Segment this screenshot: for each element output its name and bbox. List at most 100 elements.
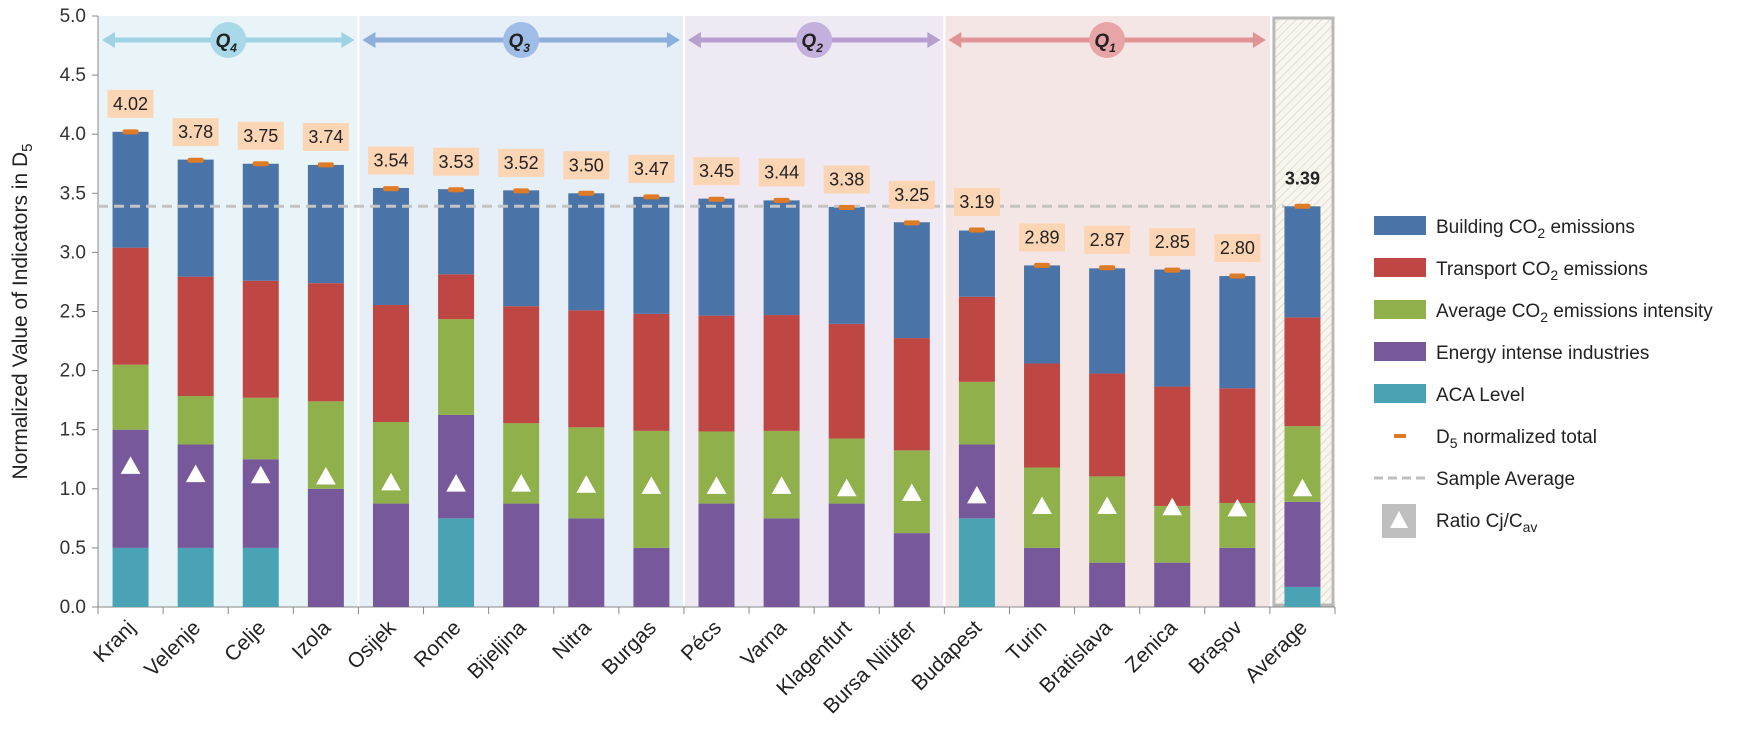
bar-segment — [307, 283, 344, 402]
x-axis: Kranj Velenje Celje Izola Osijek RomeBijeljin… — [89, 606, 1336, 718]
x-category-label: Bratislava — [1035, 616, 1117, 698]
y-tick-label: 2.5 — [60, 302, 86, 323]
quartile-label: Q3 — [508, 31, 530, 55]
total-marker — [1294, 203, 1311, 209]
bar-segment — [1284, 501, 1321, 587]
bar-segment — [633, 313, 670, 431]
x-category-label: Kranj — [89, 616, 140, 667]
bar-segment — [177, 396, 214, 445]
total-marker — [968, 227, 985, 233]
bar-segment — [503, 190, 540, 307]
legend-label: Transport CO2 emissions — [1436, 259, 1648, 283]
bar-segment — [242, 280, 279, 398]
bar-segment — [633, 547, 670, 607]
x-category-label: Pécs — [677, 616, 726, 665]
ratio-triangle-icon — [706, 476, 727, 494]
bar-segment — [633, 196, 670, 314]
bar-segment — [1089, 373, 1126, 477]
x-category-label: Velenje — [140, 616, 205, 681]
legend-triangle-icon — [1390, 511, 1408, 528]
ratio-triangle-icon — [446, 474, 466, 492]
total-marker — [1164, 267, 1181, 273]
legend-swatch — [1374, 342, 1426, 361]
bar-segment — [958, 230, 995, 297]
arrow-left-icon — [948, 32, 962, 48]
ratio-triangle-icon — [576, 475, 597, 493]
x-category-label: Nitra — [548, 616, 596, 664]
quartile-arrows: Q4 Q3 Q2 Q1 — [102, 22, 1266, 58]
bar-segment — [1024, 547, 1061, 607]
total-marker — [1229, 273, 1246, 279]
total-marker — [122, 129, 139, 135]
ratio-triangle-icon — [901, 483, 922, 502]
bar-segment — [1154, 562, 1191, 607]
legend-dash-icon — [1394, 434, 1406, 438]
bar-segment — [438, 274, 475, 320]
total-marker — [773, 197, 790, 203]
bar-segment — [1284, 206, 1321, 318]
quartile-label: Q2 — [801, 31, 823, 55]
y-axis-title-group: Normalized Value of Indicators in D5 — [9, 144, 36, 480]
total-marker — [252, 161, 269, 167]
y-tick-label: 3.5 — [60, 183, 86, 204]
arrow-left-icon — [687, 32, 701, 48]
legend-label: Sample Average — [1436, 469, 1575, 490]
x-category-label: Rome — [410, 616, 466, 672]
ratio-markers — [120, 456, 1313, 517]
x-category-label: Brașov — [1184, 616, 1247, 679]
bar-segment — [112, 547, 149, 607]
bar-segment — [1219, 388, 1256, 503]
bar-segment — [372, 304, 409, 423]
bar-segment — [893, 338, 930, 451]
total-label-box — [172, 118, 219, 147]
bar-segment — [1284, 586, 1321, 607]
y-tick-label: 2.0 — [60, 361, 86, 382]
x-category-label: Turin — [1002, 616, 1052, 666]
total-label-box — [367, 146, 414, 175]
legend-swatch — [1374, 258, 1426, 277]
bar-segment — [112, 131, 149, 248]
quartile-circle — [503, 22, 540, 58]
ratio-triangle-icon — [120, 456, 141, 474]
quartile-circle — [796, 22, 833, 58]
legend-swatch — [1374, 384, 1426, 403]
bar-segment — [112, 429, 149, 548]
legend-label: ACA Level — [1436, 385, 1525, 406]
x-category-label: Varna — [736, 616, 791, 671]
x-category-label: Burgas — [598, 616, 661, 679]
bar-segment — [177, 276, 214, 397]
total-marker — [513, 188, 530, 194]
bar-segment — [372, 503, 409, 607]
bar-segment — [698, 315, 735, 432]
arrow-right-icon — [927, 32, 941, 48]
y-tick-label: 4.0 — [60, 124, 86, 145]
y-tick-label: 1.5 — [60, 420, 86, 441]
bar-segment — [112, 364, 149, 430]
x-category-label: Average — [1241, 616, 1312, 687]
total-marker — [382, 186, 399, 192]
bar-segment — [438, 189, 475, 275]
bar-segment — [1284, 317, 1321, 427]
bar-segment — [1089, 268, 1126, 374]
bar-segment — [1024, 363, 1061, 468]
bar-segment — [438, 319, 475, 415]
ratio-triangle-icon — [641, 476, 662, 494]
y-tick-label: 0.5 — [60, 538, 86, 559]
bar-segment — [438, 518, 475, 607]
legend-swatch — [1374, 300, 1426, 319]
total-label-box — [498, 148, 545, 177]
total-label-box — [628, 154, 675, 183]
y-tick-label: 3.0 — [60, 242, 86, 263]
x-category-label: Osijek — [343, 616, 401, 674]
bar-segment — [1089, 476, 1126, 563]
total-label-box — [888, 180, 935, 209]
total-marker — [903, 220, 920, 226]
ratio-triangle-icon — [1032, 496, 1052, 515]
bar-segment — [177, 159, 214, 277]
bar-segment — [112, 247, 149, 365]
total-marker — [317, 162, 334, 168]
bar-segment — [893, 222, 930, 339]
bar-segment — [372, 422, 409, 504]
